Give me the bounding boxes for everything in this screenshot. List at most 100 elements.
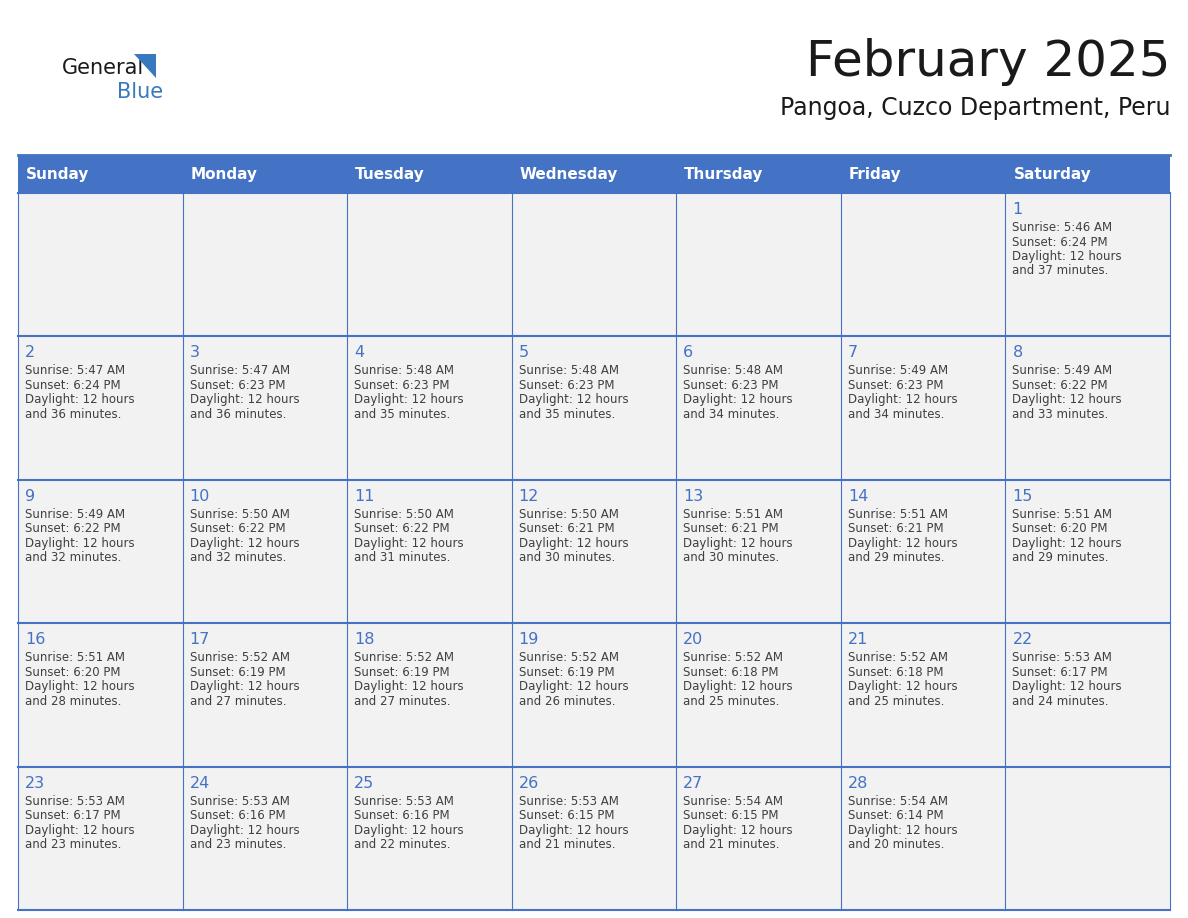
Text: Daylight: 12 hours: Daylight: 12 hours: [1012, 680, 1121, 693]
Text: Sunset: 6:20 PM: Sunset: 6:20 PM: [25, 666, 120, 678]
Text: and 27 minutes.: and 27 minutes.: [354, 695, 450, 708]
Bar: [1005, 336, 1170, 480]
Text: Daylight: 12 hours: Daylight: 12 hours: [519, 394, 628, 407]
Text: Sunrise: 5:49 AM: Sunrise: 5:49 AM: [848, 364, 948, 377]
Text: Sunset: 6:15 PM: Sunset: 6:15 PM: [683, 809, 779, 823]
Text: Sunrise: 5:54 AM: Sunrise: 5:54 AM: [848, 795, 948, 808]
Text: and 35 minutes.: and 35 minutes.: [519, 408, 615, 420]
Text: and 32 minutes.: and 32 minutes.: [25, 552, 121, 565]
Text: Sunset: 6:19 PM: Sunset: 6:19 PM: [519, 666, 614, 678]
Text: Sunset: 6:17 PM: Sunset: 6:17 PM: [25, 809, 121, 823]
Text: 3: 3: [190, 345, 200, 361]
Text: and 30 minutes.: and 30 minutes.: [519, 552, 615, 565]
Text: Sunset: 6:18 PM: Sunset: 6:18 PM: [848, 666, 943, 678]
Text: Sunrise: 5:53 AM: Sunrise: 5:53 AM: [25, 795, 125, 808]
Text: Daylight: 12 hours: Daylight: 12 hours: [25, 680, 134, 693]
Text: Daylight: 12 hours: Daylight: 12 hours: [25, 537, 134, 550]
Bar: [512, 767, 676, 910]
Text: Sunrise: 5:50 AM: Sunrise: 5:50 AM: [519, 508, 619, 521]
Text: Sunrise: 5:52 AM: Sunrise: 5:52 AM: [519, 651, 619, 665]
Text: and 33 minutes.: and 33 minutes.: [1012, 408, 1108, 420]
Text: Sunset: 6:24 PM: Sunset: 6:24 PM: [25, 379, 121, 392]
Text: Sunset: 6:24 PM: Sunset: 6:24 PM: [1012, 236, 1108, 249]
Text: Sunrise: 5:49 AM: Sunrise: 5:49 AM: [25, 508, 125, 521]
Text: 20: 20: [683, 633, 703, 647]
Text: Monday: Monday: [190, 166, 258, 182]
Text: Sunday: Sunday: [26, 166, 89, 182]
Text: and 27 minutes.: and 27 minutes.: [190, 695, 286, 708]
Bar: [18, 336, 183, 480]
Text: Sunset: 6:19 PM: Sunset: 6:19 PM: [190, 666, 285, 678]
Text: Sunrise: 5:51 AM: Sunrise: 5:51 AM: [25, 651, 125, 665]
Text: Daylight: 12 hours: Daylight: 12 hours: [683, 537, 792, 550]
Text: Sunrise: 5:52 AM: Sunrise: 5:52 AM: [683, 651, 783, 665]
Text: Sunrise: 5:49 AM: Sunrise: 5:49 AM: [1012, 364, 1112, 377]
Bar: [347, 193, 512, 336]
Text: 2: 2: [25, 345, 36, 361]
Text: Sunset: 6:23 PM: Sunset: 6:23 PM: [683, 379, 779, 392]
Bar: [18, 193, 183, 336]
Bar: [347, 767, 512, 910]
Text: Sunset: 6:22 PM: Sunset: 6:22 PM: [190, 522, 285, 535]
Text: Daylight: 12 hours: Daylight: 12 hours: [683, 394, 792, 407]
Text: and 25 minutes.: and 25 minutes.: [848, 695, 944, 708]
Bar: [18, 767, 183, 910]
Text: 12: 12: [519, 488, 539, 504]
Text: and 37 minutes.: and 37 minutes.: [1012, 264, 1108, 277]
Text: Sunset: 6:22 PM: Sunset: 6:22 PM: [354, 522, 450, 535]
Text: Tuesday: Tuesday: [355, 166, 425, 182]
Text: Sunset: 6:22 PM: Sunset: 6:22 PM: [1012, 379, 1108, 392]
Text: Sunset: 6:21 PM: Sunset: 6:21 PM: [848, 522, 943, 535]
Text: 4: 4: [354, 345, 365, 361]
Text: Saturday: Saturday: [1013, 166, 1092, 182]
Text: Daylight: 12 hours: Daylight: 12 hours: [1012, 537, 1121, 550]
Bar: [18, 480, 183, 623]
Text: Sunset: 6:14 PM: Sunset: 6:14 PM: [848, 809, 943, 823]
Text: 23: 23: [25, 776, 45, 790]
Bar: [512, 336, 676, 480]
Bar: [676, 623, 841, 767]
Bar: [1005, 623, 1170, 767]
Bar: [1005, 767, 1170, 910]
Text: 9: 9: [25, 488, 36, 504]
Text: 26: 26: [519, 776, 539, 790]
Text: Daylight: 12 hours: Daylight: 12 hours: [354, 823, 463, 836]
Text: and 30 minutes.: and 30 minutes.: [683, 552, 779, 565]
Text: Sunset: 6:16 PM: Sunset: 6:16 PM: [190, 809, 285, 823]
Text: Daylight: 12 hours: Daylight: 12 hours: [519, 537, 628, 550]
Text: and 26 minutes.: and 26 minutes.: [519, 695, 615, 708]
Text: and 24 minutes.: and 24 minutes.: [1012, 695, 1108, 708]
Bar: [183, 480, 347, 623]
Text: Sunset: 6:21 PM: Sunset: 6:21 PM: [683, 522, 779, 535]
Text: Sunset: 6:22 PM: Sunset: 6:22 PM: [25, 522, 121, 535]
Text: Sunrise: 5:48 AM: Sunrise: 5:48 AM: [683, 364, 783, 377]
Text: Daylight: 12 hours: Daylight: 12 hours: [683, 823, 792, 836]
Bar: [512, 155, 676, 193]
Text: Sunset: 6:17 PM: Sunset: 6:17 PM: [1012, 666, 1108, 678]
Text: Daylight: 12 hours: Daylight: 12 hours: [354, 537, 463, 550]
Bar: [1005, 155, 1170, 193]
Text: Daylight: 12 hours: Daylight: 12 hours: [848, 680, 958, 693]
Text: 27: 27: [683, 776, 703, 790]
Text: and 29 minutes.: and 29 minutes.: [848, 552, 944, 565]
Text: Sunset: 6:18 PM: Sunset: 6:18 PM: [683, 666, 779, 678]
Bar: [841, 623, 1005, 767]
Text: Sunrise: 5:52 AM: Sunrise: 5:52 AM: [848, 651, 948, 665]
Text: Sunset: 6:20 PM: Sunset: 6:20 PM: [1012, 522, 1108, 535]
Bar: [676, 155, 841, 193]
Text: 14: 14: [848, 488, 868, 504]
Bar: [1005, 193, 1170, 336]
Text: 13: 13: [683, 488, 703, 504]
Text: February 2025: February 2025: [805, 38, 1170, 86]
Text: Daylight: 12 hours: Daylight: 12 hours: [354, 680, 463, 693]
Text: Daylight: 12 hours: Daylight: 12 hours: [190, 394, 299, 407]
Text: General: General: [62, 58, 144, 78]
Text: Sunrise: 5:53 AM: Sunrise: 5:53 AM: [1012, 651, 1112, 665]
Text: and 23 minutes.: and 23 minutes.: [25, 838, 121, 851]
Text: Sunrise: 5:50 AM: Sunrise: 5:50 AM: [354, 508, 454, 521]
Text: Wednesday: Wednesday: [519, 166, 618, 182]
Text: Sunset: 6:23 PM: Sunset: 6:23 PM: [190, 379, 285, 392]
Bar: [347, 336, 512, 480]
Text: 24: 24: [190, 776, 210, 790]
Text: Daylight: 12 hours: Daylight: 12 hours: [354, 394, 463, 407]
